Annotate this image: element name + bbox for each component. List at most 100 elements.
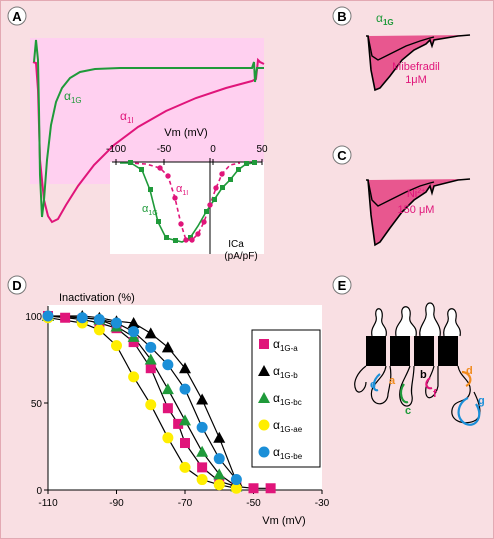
panel-d-label: D [12,278,21,293]
panel-b-trace-drug [367,35,435,61]
x-tick-label: -70 [178,498,193,509]
point-1G-ae [258,419,270,431]
loop-extracellular-4 [443,308,461,337]
panel-b-drug-1: Mibefradil [392,61,440,73]
domain-3 [414,336,434,366]
loop-i-ii [370,365,392,405]
loop-label-g: g [478,395,485,407]
panel-c-trace-drug [367,179,435,207]
panel-c-label-badge [332,145,352,165]
panel-a-background [30,38,264,184]
panel-c-fill [366,179,470,245]
point-1G-a [128,337,139,348]
inset-xtick-0: -100 [106,144,126,155]
inset-ylabel-2: (pA/pF) [224,251,257,262]
label-alpha1i: α1I [120,109,134,125]
inset-label-alpha1g: α1G [142,203,158,217]
point-1G-ae [145,399,157,411]
legend-label-1G-ae: α1G-ae [273,418,303,434]
panel-b-label: B [337,9,346,24]
panel-c-trace-control [366,178,471,247]
loop-extracellular-2 [395,306,417,337]
domain-2 [390,336,410,366]
point-1G-b [179,362,191,374]
splice-region-e [372,373,381,392]
inset-xtick-2: 0 [210,144,216,155]
point-1G-ae [128,371,140,383]
point-1G-bc [144,353,157,365]
inset-xtick-3: 50 [256,144,268,155]
y-tick-label: 0 [36,486,42,497]
point-1G-ae [213,479,225,491]
domain-1 [366,336,386,366]
inset-markers-green [128,160,257,243]
inset-xlabel: Vm (mV) [164,127,207,139]
splice-region-f [425,377,433,390]
panel-b-label-badge [332,6,352,26]
inset-curve-alpha1i [127,162,241,241]
point-1G-a [248,483,259,494]
panel-c-label: C [337,148,347,163]
point-1G-a [259,339,269,349]
loop-label-a: a [389,375,396,387]
inset-xtick-1: -50 [157,144,172,155]
point-1G-ae [179,461,191,473]
panel-b-trace-control [366,34,471,92]
point-1G-be [179,383,191,395]
x-tick-label: -30 [315,498,330,509]
panel-b-drug-2: 1μM [405,74,427,86]
x-tick-label: -90 [109,498,124,509]
point-1G-a [197,462,208,473]
point-1G-ae [230,482,242,494]
label-alpha1g: α1G [64,89,82,105]
point-1G-a [145,363,156,374]
point-1G-be [196,421,208,433]
n-terminus [354,365,367,393]
panel-a-label: A [12,9,22,24]
x-tick-label: -50 [246,498,261,509]
point-1G-bc [258,392,270,403]
panel-b-trace-label: α1G [376,11,394,27]
point-1G-b [196,393,209,405]
point-1G-a [60,312,71,323]
point-1G-be [93,313,105,325]
panel-d-xlabel: Vm (mV) [262,515,305,527]
point-1G-ae [162,432,174,444]
inset-ylabel-1: ICa [228,239,244,250]
point-1G-be [145,341,157,353]
point-1G-be [230,474,242,486]
point-1G-a [180,438,190,449]
point-1G-bc [161,383,174,395]
point-1G-bc [196,445,209,457]
legend-label-1G-b: α1G-b [273,364,298,380]
splice-region-d [461,370,472,387]
y-tick-label: 50 [31,399,43,410]
point-1G-b [161,341,174,353]
point-1G-b [258,365,270,376]
splice-region-c [399,383,409,404]
splice-region-g [457,396,481,426]
loop-label-b: b [420,369,427,381]
trace-alpha1g [33,39,264,218]
inset-markers-magenta [157,165,225,243]
panel-e-label: E [338,278,347,293]
point-1G-be [128,326,140,338]
point-1G-be [111,317,122,329]
loop-label-c: c [405,405,411,417]
point-1G-ae [93,324,105,336]
point-1G-be [213,453,225,465]
point-1G-be [258,446,270,458]
domain-4 [438,336,458,366]
panel-a-label-badge [7,6,27,26]
point-1G-ae [111,340,122,352]
legend-label-1G-be: α1G-be [273,445,303,461]
inset-label-alpha1i: α1I [176,183,188,197]
panel-d-label-badge [7,275,27,295]
panel-e-label-badge [332,275,352,295]
point-1G-be [42,310,54,322]
point-1G-b [144,327,157,339]
panel-c-drug-1: Ni2+ [407,188,425,200]
point-1G-bc [213,468,226,480]
channel-topology-diagram [354,302,481,426]
